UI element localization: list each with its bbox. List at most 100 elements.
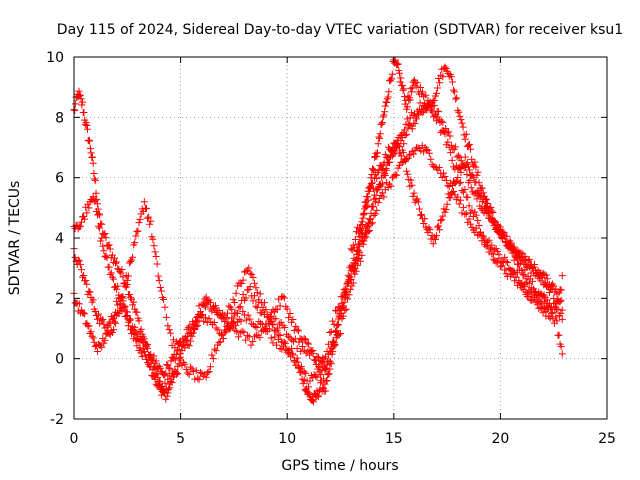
data-point-plus-marker <box>421 104 429 112</box>
data-point-plus-marker <box>131 330 139 338</box>
data-point-plus-marker <box>129 253 137 261</box>
data-point-plus-marker <box>436 79 444 87</box>
data-point-plus-marker <box>267 334 275 342</box>
data-point-plus-marker <box>231 299 239 307</box>
data-point-plus-marker <box>242 267 250 275</box>
data-point-plus-marker <box>75 223 83 231</box>
data-point-plus-marker <box>218 315 226 323</box>
data-point-plus-marker <box>552 313 560 321</box>
data-point-plus-marker <box>373 149 381 157</box>
data-point-plus-marker <box>452 179 460 187</box>
data-point-plus-marker <box>439 118 447 126</box>
data-point-plus-marker <box>314 393 322 401</box>
data-point-plus-marker <box>558 272 566 280</box>
data-point-plus-marker <box>309 398 317 406</box>
data-point-plus-marker <box>475 179 483 187</box>
data-point-plus-marker <box>239 276 247 284</box>
data-point-plus-marker <box>179 359 187 367</box>
data-point-plus-marker <box>246 269 254 277</box>
data-point-plus-marker <box>557 296 565 304</box>
data-point-plus-marker <box>100 320 108 328</box>
data-point-plus-marker <box>167 377 175 385</box>
data-point-plus-marker <box>134 335 142 343</box>
data-point-plus-marker <box>181 360 189 368</box>
data-point-plus-marker <box>165 326 173 334</box>
axis-ticks: 0 5 10 15 20 25 -2 0 2 4 6 8 10 <box>46 50 616 447</box>
data-point-plus-marker <box>528 265 536 273</box>
data-point-plus-marker <box>269 321 277 329</box>
data-point-plus-marker <box>421 215 429 223</box>
data-point-plus-marker <box>381 171 389 179</box>
data-point-plus-marker <box>376 134 384 142</box>
data-point-plus-marker <box>285 314 293 322</box>
data-point-plus-marker <box>282 345 290 353</box>
data-point-plus-marker <box>454 173 462 181</box>
data-point-plus-marker <box>214 310 222 318</box>
data-point-plus-marker <box>206 299 214 307</box>
data-point-plus-marker <box>408 125 416 133</box>
data-point-plus-marker <box>477 191 485 199</box>
data-point-plus-marker <box>498 262 506 270</box>
data-point-plus-marker <box>373 152 381 160</box>
data-point-plus-marker <box>474 168 482 176</box>
data-point-plus-marker <box>432 232 440 240</box>
data-point-plus-marker <box>306 377 314 385</box>
data-point-plus-marker <box>113 285 121 293</box>
data-point-plus-marker <box>446 132 454 140</box>
data-point-plus-marker <box>289 351 297 359</box>
data-point-plus-marker <box>160 295 168 303</box>
data-point-plus-marker <box>464 193 472 201</box>
data-point-plus-marker <box>81 215 89 223</box>
data-point-plus-marker <box>268 318 276 326</box>
y-tick-label: 8 <box>55 110 64 126</box>
data-point-plus-marker <box>272 327 280 335</box>
data-point-plus-marker <box>257 319 265 327</box>
data-point-plus-marker <box>440 127 448 135</box>
data-point-plus-marker <box>435 222 443 230</box>
data-point-plus-marker <box>398 81 406 89</box>
data-point-plus-marker <box>410 189 418 197</box>
data-point-plus-marker <box>152 357 160 365</box>
data-point-plus-marker <box>300 368 308 376</box>
data-point-plus-marker <box>161 371 169 379</box>
data-point-plus-marker <box>260 299 268 307</box>
data-point-plus-marker <box>109 326 117 334</box>
data-point-plus-marker <box>93 211 101 219</box>
data-point-plus-marker <box>376 194 384 202</box>
data-point-plus-marker <box>368 203 376 211</box>
data-point-plus-marker <box>431 112 439 120</box>
data-point-plus-marker <box>352 267 360 275</box>
data-point-plus-marker <box>118 266 126 274</box>
data-point-plus-marker <box>256 290 264 298</box>
data-point-plus-marker <box>326 329 334 337</box>
data-point-plus-marker <box>191 375 199 383</box>
data-point-plus-marker <box>209 355 217 363</box>
data-point-plus-marker <box>300 376 308 384</box>
data-point-plus-marker <box>266 315 274 323</box>
data-point-plus-marker <box>490 219 498 227</box>
data-point-plus-marker <box>276 332 284 340</box>
data-point-plus-marker <box>494 258 502 266</box>
data-point-plus-marker <box>262 306 270 314</box>
data-point-plus-marker <box>212 324 220 332</box>
data-point-plus-marker <box>88 153 96 161</box>
data-point-plus-marker <box>251 292 259 300</box>
data-point-plus-marker <box>209 303 217 311</box>
data-point-plus-marker <box>150 352 158 360</box>
data-point-plus-marker <box>442 205 450 213</box>
data-point-plus-marker <box>474 216 482 224</box>
data-point-plus-marker <box>221 326 229 334</box>
data-point-plus-marker <box>430 101 438 109</box>
data-point-plus-marker <box>165 364 173 372</box>
data-point-plus-marker <box>360 209 368 217</box>
data-point-plus-marker <box>116 300 124 308</box>
data-point-plus-marker <box>216 338 224 346</box>
data-point-plus-marker <box>435 164 443 172</box>
data-point-plus-marker <box>296 369 304 377</box>
data-point-plus-marker <box>124 322 132 330</box>
data-point-plus-marker <box>293 354 301 362</box>
data-point-plus-marker <box>82 118 90 126</box>
data-point-plus-marker <box>136 344 144 352</box>
data-point-plus-marker <box>347 275 355 283</box>
data-point-plus-marker <box>393 140 401 148</box>
